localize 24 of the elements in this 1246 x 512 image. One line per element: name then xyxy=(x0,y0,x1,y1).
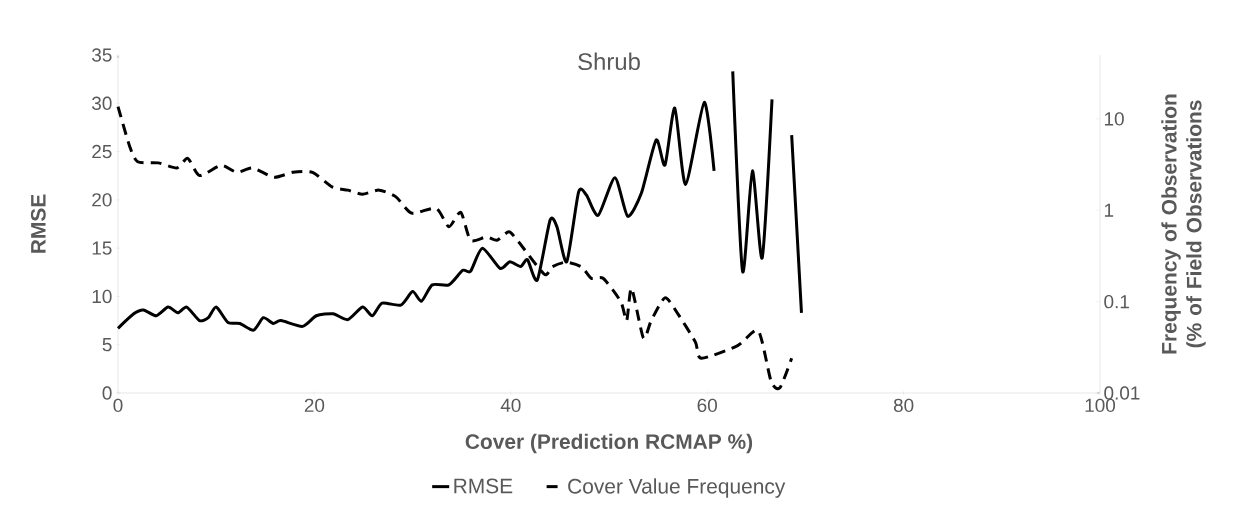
x-tick-label: 60 xyxy=(697,398,717,413)
legend-label: RMSE xyxy=(454,478,513,494)
x-tick-label: 20 xyxy=(304,398,325,413)
y-tick-label: 15 xyxy=(92,241,112,255)
x-tick-label: 80 xyxy=(893,398,914,413)
y2-tick-label: 10 xyxy=(1104,112,1124,126)
y2-tick-label: 1 xyxy=(1104,203,1114,217)
y-tick-label: 5 xyxy=(102,338,112,352)
y2-axis-title: Frequency of Observation (% of Field Observations xyxy=(1161,94,1206,354)
y-tick-label: 10 xyxy=(92,289,112,304)
y2-tick-label: 0.01 xyxy=(1104,386,1140,400)
x-tick-label: 40 xyxy=(500,398,521,413)
legend-label: Cover Value Frequency xyxy=(568,478,786,498)
x-axis-title: Cover (Prediction RCMAP %) xyxy=(465,433,753,454)
x-tick-label: 100 xyxy=(1085,398,1116,413)
x-tick-label: 0 xyxy=(113,398,123,413)
y2-tick-label: 0.1 xyxy=(1104,294,1129,309)
y-tick-label: 35 xyxy=(92,48,112,62)
y-tick-label: 0 xyxy=(102,386,112,400)
y-tick-label: 20 xyxy=(92,193,112,207)
chart-title: Shrub xyxy=(578,52,640,71)
y-axis-title: RMSE xyxy=(30,194,46,253)
y-tick-label: 25 xyxy=(92,144,112,159)
y-tick-label: 30 xyxy=(92,96,112,110)
